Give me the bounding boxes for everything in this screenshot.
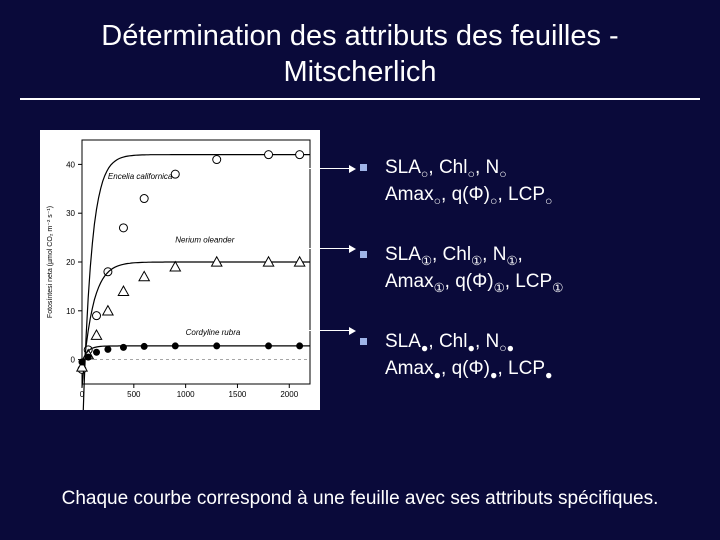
bullet-text: SLA①, Chl①, N①,Amax①, q(Φ)①, LCP①: [385, 242, 563, 297]
bullet-list: SLA○, Chl○, N○Amax○, q(Φ)○, LCP○ SLA①, Ch…: [330, 120, 720, 540]
title-underline: [20, 98, 700, 100]
slide-title: Détermination des attributs des feuilles…: [30, 18, 690, 91]
svg-text:Fotosíntesi neta (µmol CO₂ m⁻²: Fotosíntesi neta (µmol CO₂ m⁻² s⁻¹): [47, 206, 54, 318]
svg-text:Encelia californica: Encelia californica: [108, 172, 173, 181]
bullet-item: SLA○, Chl○, N○Amax○, q(Φ)○, LCP○: [360, 155, 705, 210]
svg-text:10: 10: [66, 307, 75, 316]
bullet-square-icon: [360, 251, 367, 258]
bullet-square-icon: [360, 164, 367, 171]
pointer-arrow: [288, 330, 350, 331]
bullet-square-icon: [360, 338, 367, 345]
svg-text:500: 500: [127, 390, 141, 399]
bullet-item: SLA①, Chl①, N①,Amax①, q(Φ)①, LCP①: [360, 242, 705, 297]
svg-text:Cordyline rubra: Cordyline rubra: [186, 328, 241, 337]
svg-text:Nerium oleander: Nerium oleander: [175, 235, 234, 244]
pointer-arrow: [288, 248, 350, 249]
content-row: 0102030400500100015002000Fotosíntesi net…: [0, 120, 720, 540]
svg-text:30: 30: [66, 209, 75, 218]
chart-panel: 0102030400500100015002000Fotosíntesi net…: [0, 120, 330, 540]
svg-text:1000: 1000: [177, 390, 195, 399]
svg-text:20: 20: [66, 258, 75, 267]
bullet-text: SLA●, Chl●, N○●Amax●, q(Φ)●, LCP●: [385, 329, 552, 384]
pointer-arrow: [288, 168, 350, 169]
bullet-item: SLA●, Chl●, N○●Amax●, q(Φ)●, LCP●: [360, 329, 705, 384]
svg-text:1500: 1500: [229, 390, 247, 399]
footer-caption: Chaque courbe correspond à une feuille a…: [40, 487, 680, 512]
bullet-text: SLA○, Chl○, N○Amax○, q(Φ)○, LCP○: [385, 155, 552, 210]
svg-text:0: 0: [71, 356, 76, 365]
mitscherlich-chart: 0102030400500100015002000Fotosíntesi net…: [40, 130, 320, 410]
svg-text:40: 40: [66, 160, 75, 169]
chart-box: 0102030400500100015002000Fotosíntesi net…: [40, 130, 320, 410]
svg-text:2000: 2000: [280, 390, 298, 399]
